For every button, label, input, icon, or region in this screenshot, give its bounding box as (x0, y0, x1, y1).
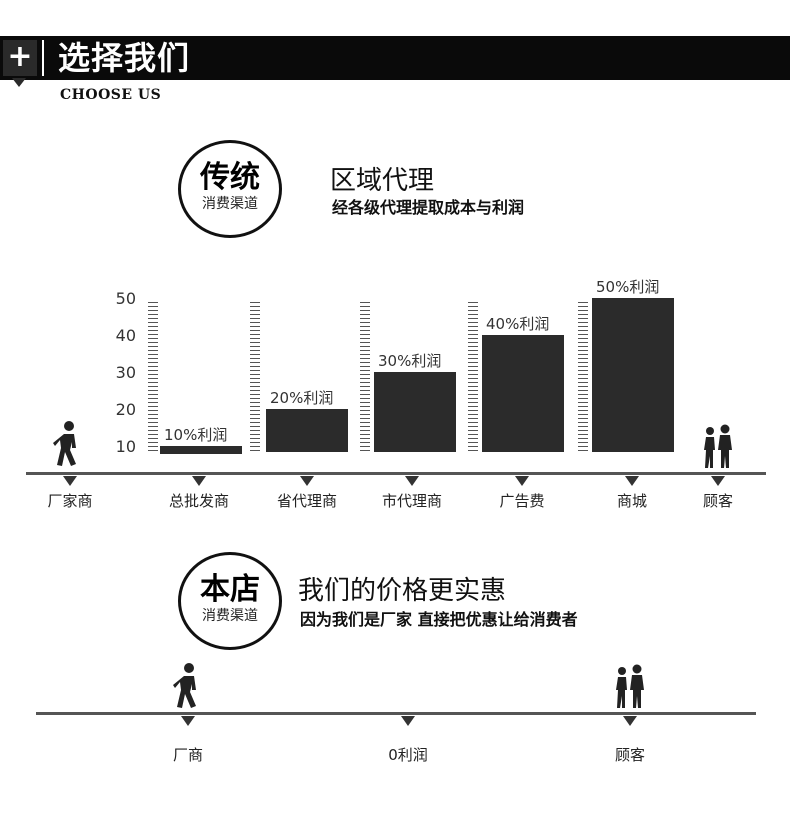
stage-label: 顾客 (702, 492, 733, 510)
profit-bar (592, 298, 674, 452)
stage-marker (300, 476, 314, 486)
axis-tick-label: 40 (115, 326, 136, 345)
people-pair-icon (616, 664, 644, 708)
traditional-heading: 区域代理 (330, 166, 435, 196)
profit-bar (266, 409, 348, 452)
stage-marker (623, 716, 637, 726)
store-circle-title: 本店 (200, 572, 260, 607)
stage-marker (401, 716, 415, 726)
stage-marker (515, 476, 529, 486)
stage-label: 厂商 (172, 746, 203, 764)
stage-label: 厂家商 (47, 492, 93, 510)
walking-person-icon (53, 421, 76, 466)
stage-marker (711, 476, 725, 486)
banner-divider (42, 40, 44, 76)
stage-marker (625, 476, 639, 486)
store-timeline (36, 712, 756, 715)
traditional-circle-subtitle: 消费渠道 (202, 196, 258, 212)
axis-tick-label: 30 (115, 363, 136, 382)
axis-tick-label: 10 (115, 437, 136, 456)
traditional-circle-title: 传统 (200, 160, 260, 195)
stage-marker (63, 476, 77, 486)
page-subtitle: CHOOSE US (60, 87, 162, 103)
stage-marker (192, 476, 206, 486)
header-banner (0, 36, 790, 80)
stage-label: 总批发商 (168, 492, 229, 510)
traditional-subheading: 经各级代理提取成本与利润 (332, 198, 525, 217)
walking-person-icon (173, 663, 196, 708)
store-circle-subtitle: 消费渠道 (202, 608, 258, 624)
stage-label: 广告费 (499, 492, 545, 510)
scale-ticks (250, 302, 260, 452)
traditional-timeline (26, 472, 766, 475)
scale-ticks (578, 302, 588, 452)
traditional-circle: 传统 消费渠道 (178, 140, 282, 238)
bar-label: 30%利润 (378, 352, 442, 370)
bar-label: 10%利润 (164, 426, 228, 444)
axis-tick-label: 20 (115, 400, 136, 419)
stage-marker (181, 716, 195, 726)
bar-label: 40%利润 (486, 315, 550, 333)
people-pair-icon (704, 424, 732, 468)
plus-icon: + (3, 40, 37, 76)
profit-bar (374, 372, 456, 452)
store-heading: 我们的价格更实惠 (298, 576, 507, 606)
store-subheading: 因为我们是厂家 直接把优惠让给消费者 (300, 610, 578, 629)
stage-label: 省代理商 (276, 492, 337, 510)
plus-tail (12, 78, 26, 87)
page-title: 选择我们 (58, 39, 191, 77)
axis-tick-label: 50 (115, 289, 136, 308)
stage-label: 商城 (616, 492, 647, 510)
scale-ticks (468, 302, 478, 452)
stage-label: 0利润 (388, 746, 428, 764)
stage-label: 市代理商 (381, 492, 442, 510)
scale-ticks (360, 302, 370, 452)
bar-label: 20%利润 (270, 389, 334, 407)
stage-marker (405, 476, 419, 486)
store-circle: 本店 消费渠道 (178, 552, 282, 650)
stage-label: 顾客 (614, 746, 645, 764)
bar-label: 50%利润 (596, 278, 660, 296)
profit-bar (482, 335, 564, 452)
scale-ticks (148, 302, 158, 452)
profit-bar (160, 446, 242, 454)
